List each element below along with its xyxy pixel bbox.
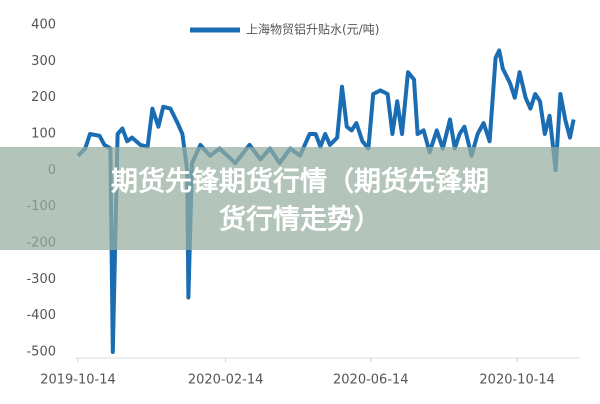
y-tick-label: 200 bbox=[31, 90, 56, 105]
x-tick-label: 2020-06-14 bbox=[333, 373, 409, 388]
y-tick-label: -400 bbox=[26, 308, 56, 323]
overlay-text: 期货先锋期货行情（期货先锋期 bbox=[111, 166, 489, 198]
overlay-text: 货行情走势） bbox=[219, 204, 381, 236]
x-tick-label: 2020-02-14 bbox=[188, 373, 264, 388]
y-tick-label: -300 bbox=[26, 272, 56, 287]
x-tick-label: 2020-10-14 bbox=[479, 373, 555, 388]
data-line bbox=[76, 48, 576, 354]
y-tick-label: -500 bbox=[26, 345, 56, 360]
overlay-band bbox=[0, 147, 600, 250]
y-tick-label: 100 bbox=[31, 127, 56, 142]
legend-label: 上海物贸铝升贴水(元/吨) bbox=[246, 22, 379, 37]
x-tick-label: 2019-10-14 bbox=[40, 373, 116, 388]
y-tick-label: 300 bbox=[31, 54, 56, 69]
y-tick-label: 400 bbox=[31, 18, 56, 33]
